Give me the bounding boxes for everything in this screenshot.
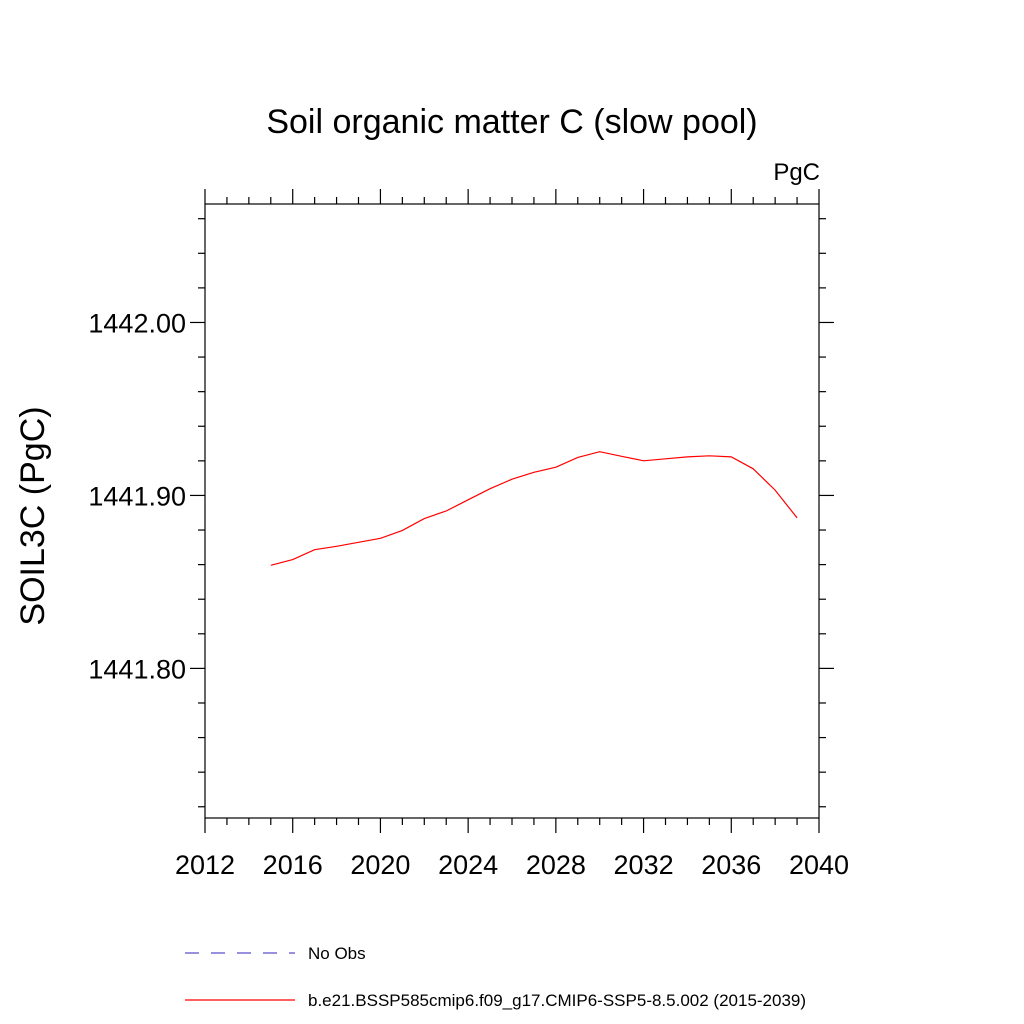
data-point: [709, 455, 710, 456]
legend: No Obs b.e21.BSSP585cmip6.f09_g17.CMIP6-…: [185, 944, 806, 1010]
data-point: [687, 456, 688, 457]
data-point: [314, 549, 315, 550]
data-point: [555, 467, 556, 468]
data-point: [402, 530, 403, 531]
data-point: [424, 518, 425, 519]
x-tick-label: 2012: [175, 850, 235, 880]
x-tick-label: 2024: [438, 850, 498, 880]
data-point: [446, 510, 447, 511]
x-tick-label: 2040: [789, 850, 849, 880]
y-tick-label: 1441.90: [88, 481, 186, 511]
data-point: [621, 456, 622, 457]
data-point: [731, 456, 732, 457]
data-point: [336, 546, 337, 547]
data-point: [511, 479, 512, 480]
data-point: [468, 499, 469, 500]
series-line: [270, 451, 798, 566]
series-lines: [270, 451, 798, 566]
x-tick-label: 2016: [263, 850, 323, 880]
y-axis-label: SOIL3C (PgC): [14, 406, 52, 625]
data-point: [533, 472, 534, 473]
y-tick-label: 1442.00: [88, 308, 186, 338]
data-point: [380, 538, 381, 539]
data-point: [270, 565, 271, 566]
data-point: [599, 451, 600, 452]
data-point: [775, 489, 776, 490]
x-tick-labels: 2012 2016 2020 2024 2028 2032 2036 2040: [175, 850, 849, 880]
units-label: PgC: [773, 159, 820, 186]
data-point: [753, 468, 754, 469]
x-tick-label: 2032: [614, 850, 674, 880]
x-tick-label: 2020: [350, 850, 410, 880]
legend-label-model-run: b.e21.BSSP585cmip6.f09_g17.CMIP6-SSP5-8.…: [308, 991, 806, 1010]
data-point: [796, 517, 797, 518]
chart-title: Soil organic matter C (slow pool): [266, 103, 757, 141]
plot-frame: [204, 203, 820, 819]
data-point: [577, 457, 578, 458]
data-point: [358, 542, 359, 543]
y-tick-labels: 1441.80 1441.90 1442.00: [88, 308, 186, 684]
data-point: [292, 559, 293, 560]
data-point: [489, 488, 490, 489]
x-tick-label: 2028: [526, 850, 586, 880]
axis-ticks: [190, 189, 834, 833]
y-tick-label: 1441.80: [88, 654, 186, 684]
data-point: [643, 460, 644, 461]
data-point: [665, 458, 666, 459]
x-tick-label: 2036: [701, 850, 761, 880]
legend-label-no-obs: No Obs: [308, 944, 366, 963]
